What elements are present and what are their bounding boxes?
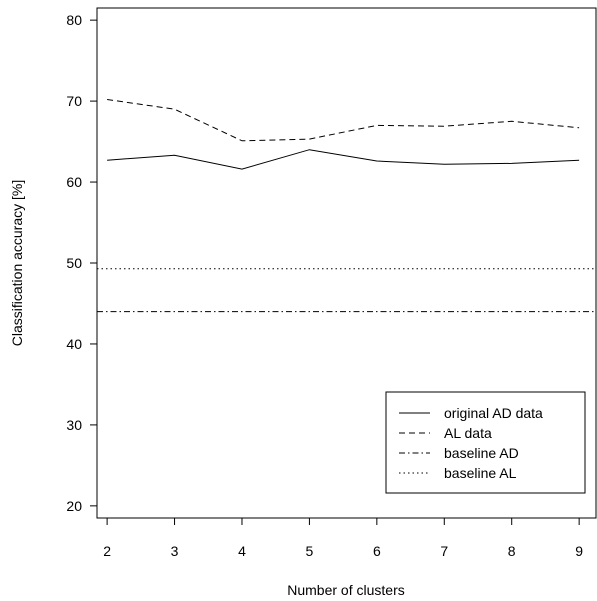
x-tick-label: 3 [171, 543, 179, 559]
x-tick-label: 5 [306, 543, 314, 559]
legend-label: baseline AD [444, 445, 519, 461]
y-tick-label: 70 [66, 93, 82, 109]
legend-label: AL data [444, 425, 492, 441]
x-tick-label: 7 [440, 543, 448, 559]
series-line-original-ad-data [107, 149, 580, 170]
legend-label: baseline AL [444, 465, 517, 481]
y-tick-label: 50 [66, 255, 82, 271]
y-tick-label: 80 [66, 12, 82, 28]
x-tick-label: 2 [103, 543, 111, 559]
x-tick-label: 6 [373, 543, 381, 559]
x-tick-label: 4 [238, 543, 246, 559]
y-axis-title: Classification accuracy [%] [9, 180, 25, 347]
series-line-al-data [107, 99, 580, 142]
x-tick-label: 9 [575, 543, 583, 559]
y-tick-label: 20 [66, 498, 82, 514]
y-tick-label: 30 [66, 417, 82, 433]
x-tick-label: 8 [508, 543, 516, 559]
y-tick-label: 60 [66, 174, 82, 190]
x-axis-title: Number of clusters [287, 582, 404, 598]
legend: original AD data AL data baseline AD baseli… [385, 391, 586, 494]
y-tick-label: 40 [66, 336, 82, 352]
legend-box [385, 391, 586, 494]
legend-label: original AD data [444, 405, 543, 421]
